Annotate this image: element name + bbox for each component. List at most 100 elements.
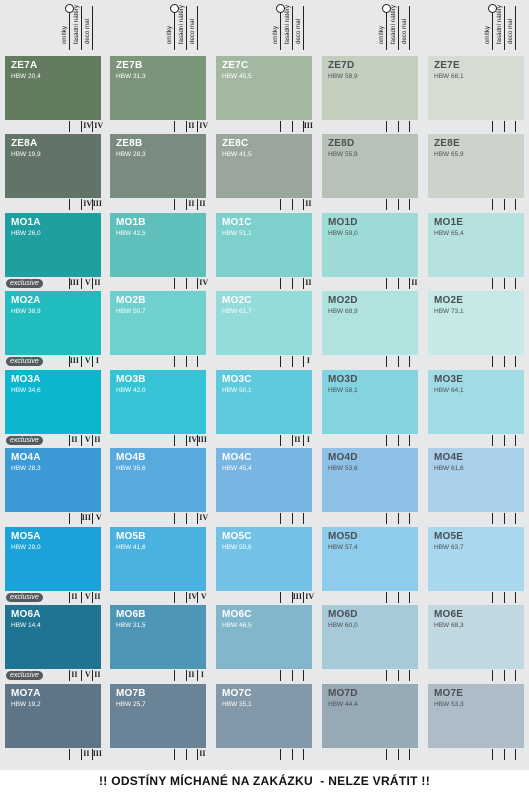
color-swatch[interactable]: ZE8D HBW 55,9 bbox=[322, 134, 418, 198]
swatch-code: MO7A bbox=[11, 688, 41, 699]
color-swatch[interactable]: MO6A HBW 14,4 bbox=[5, 605, 101, 669]
mark-divider bbox=[515, 749, 516, 760]
mark-value: II bbox=[94, 435, 101, 444]
color-swatch[interactable]: ZE8C HBW 41,5 bbox=[216, 134, 312, 198]
mark-value: IV bbox=[188, 592, 198, 601]
color-swatch[interactable]: MO2C HBW 61,7 bbox=[216, 291, 312, 355]
header-label: fasádní nátěry bbox=[178, 4, 185, 44]
mark-divider bbox=[292, 356, 293, 367]
color-swatch[interactable]: ZE8A HBW 19,9 bbox=[5, 134, 101, 198]
color-swatch[interactable]: MO2A HBW 38,9 bbox=[5, 291, 101, 355]
swatch-hbw: HBW 68,3 bbox=[434, 622, 464, 629]
suitability-marks bbox=[322, 120, 418, 134]
color-swatch[interactable]: MO3A HBW 34,6 bbox=[5, 370, 101, 434]
color-swatch[interactable]: MO3B HBW 42,0 bbox=[110, 370, 206, 434]
color-swatch[interactable]: MO3C HBW 50,1 bbox=[216, 370, 312, 434]
color-swatch[interactable]: MO4E HBW 61,6 bbox=[428, 448, 524, 512]
color-swatch[interactable]: MO2D HBW 68,9 bbox=[322, 291, 418, 355]
color-swatch[interactable]: MO1C HBW 51,1 bbox=[216, 213, 312, 277]
color-swatch[interactable]: MO5C HBW 50,6 bbox=[216, 527, 312, 591]
mark-value: II bbox=[199, 199, 206, 208]
swatch-hbw: HBW 35,6 bbox=[116, 465, 146, 472]
color-swatch[interactable]: MO5B HBW 41,6 bbox=[110, 527, 206, 591]
mark-value: II bbox=[94, 592, 101, 601]
swatch-code: ZE8B bbox=[116, 138, 143, 149]
color-swatch[interactable]: MO7D HBW 44,4 bbox=[322, 684, 418, 748]
color-swatch[interactable]: MO4C HBW 45,4 bbox=[216, 448, 312, 512]
color-swatch[interactable]: MO6E HBW 68,3 bbox=[428, 605, 524, 669]
mark-value: III bbox=[69, 356, 80, 365]
color-swatch[interactable]: MO1D HBW 59,0 bbox=[322, 213, 418, 277]
swatch-hbw: HBW 42,5 bbox=[116, 230, 146, 237]
swatch-hbw: HBW 35,1 bbox=[222, 701, 252, 708]
color-swatch[interactable]: MO2B HBW 50,7 bbox=[110, 291, 206, 355]
color-swatch[interactable]: ZE7D HBW 58,9 bbox=[322, 56, 418, 120]
swatch-hbw: HBW 46,5 bbox=[222, 622, 252, 629]
mark-divider bbox=[174, 278, 175, 289]
swatch-hbw: HBW 50,6 bbox=[222, 544, 252, 551]
mark-divider bbox=[186, 435, 187, 446]
mark-value: II bbox=[94, 278, 101, 287]
swatch-code: MO4E bbox=[434, 452, 464, 463]
color-swatch[interactable]: MO4A HBW 28,3 bbox=[5, 448, 101, 512]
swatch-code: ZE8C bbox=[222, 138, 249, 149]
suitability-marks bbox=[322, 591, 418, 605]
color-swatch[interactable]: MO1A HBW 26,0 bbox=[5, 213, 101, 277]
mark-value: II bbox=[411, 278, 418, 287]
swatch-code: MO7D bbox=[328, 688, 358, 699]
mark-value: II bbox=[71, 670, 78, 679]
header-label: fasádní nátěry bbox=[284, 4, 291, 44]
header-line bbox=[197, 6, 198, 50]
swatch-code: MO6A bbox=[11, 609, 41, 620]
color-swatch[interactable]: MO5A HBW 29,0 bbox=[5, 527, 101, 591]
mark-divider bbox=[81, 592, 82, 603]
color-swatch[interactable]: MO5E HBW 63,7 bbox=[428, 527, 524, 591]
mark-value: I bbox=[200, 670, 205, 679]
mark-divider bbox=[81, 199, 82, 210]
color-swatch[interactable]: ZE7A HBW 20,4 bbox=[5, 56, 101, 120]
mark-divider bbox=[492, 199, 493, 210]
header-line bbox=[504, 6, 505, 50]
color-swatch[interactable]: MO1B HBW 42,5 bbox=[110, 213, 206, 277]
mark-divider bbox=[303, 513, 304, 524]
suitability-marks: IV III bbox=[5, 198, 102, 212]
color-swatch[interactable]: MO7A HBW 19,2 bbox=[5, 684, 101, 748]
color-swatch[interactable]: MO5D HBW 57,4 bbox=[322, 527, 418, 591]
color-swatch[interactable]: ZE7B HBW 31,3 bbox=[110, 56, 206, 120]
mark-divider bbox=[504, 592, 505, 603]
color-swatch[interactable]: ZE8B HBW 28,3 bbox=[110, 134, 206, 198]
swatch-code: MO7E bbox=[434, 688, 464, 699]
suitability-marks: IV bbox=[110, 277, 209, 291]
swatch-code: MO7C bbox=[222, 688, 252, 699]
mark-divider bbox=[292, 199, 293, 210]
color-swatch[interactable]: MO6D HBW 60,0 bbox=[322, 605, 418, 669]
color-swatch[interactable]: MO7B HBW 25,7 bbox=[110, 684, 206, 748]
swatch-hbw: HBW 41,6 bbox=[116, 544, 146, 551]
mark-value: IV bbox=[199, 278, 209, 287]
color-swatch[interactable]: MO1E HBW 65,4 bbox=[428, 213, 524, 277]
suitability-marks bbox=[322, 434, 418, 448]
swatch-code: MO4C bbox=[222, 452, 252, 463]
mark-divider bbox=[409, 670, 410, 681]
mark-divider bbox=[303, 121, 304, 132]
swatch-code: MO2D bbox=[328, 295, 358, 306]
swatch-hbw: HBW 65,4 bbox=[434, 230, 464, 237]
color-swatch[interactable]: MO6C HBW 46,5 bbox=[216, 605, 312, 669]
color-swatch[interactable]: MO7C HBW 35,1 bbox=[216, 684, 312, 748]
color-swatch[interactable]: ZE7E HBW 68,1 bbox=[428, 56, 524, 120]
mark-divider bbox=[386, 199, 387, 210]
color-swatch[interactable]: MO3E HBW 64,1 bbox=[428, 370, 524, 434]
color-swatch[interactable]: MO7E HBW 53,3 bbox=[428, 684, 524, 748]
color-swatch[interactable]: MO3D HBW 58,1 bbox=[322, 370, 418, 434]
mark-value: V bbox=[200, 592, 207, 601]
color-swatch[interactable]: ZE8E HBW 65,9 bbox=[428, 134, 524, 198]
color-swatch[interactable]: MO4B HBW 35,6 bbox=[110, 448, 206, 512]
color-swatch[interactable]: ZE7C HBW 45,5 bbox=[216, 56, 312, 120]
mark-divider bbox=[197, 121, 198, 132]
color-swatch[interactable]: MO4D HBW 53,6 bbox=[322, 448, 418, 512]
mark-divider bbox=[492, 749, 493, 760]
mark-divider bbox=[398, 670, 399, 681]
color-swatch[interactable]: MO2E HBW 73,1 bbox=[428, 291, 524, 355]
mark-divider bbox=[69, 278, 70, 289]
color-swatch[interactable]: MO6B HBW 31,5 bbox=[110, 605, 206, 669]
